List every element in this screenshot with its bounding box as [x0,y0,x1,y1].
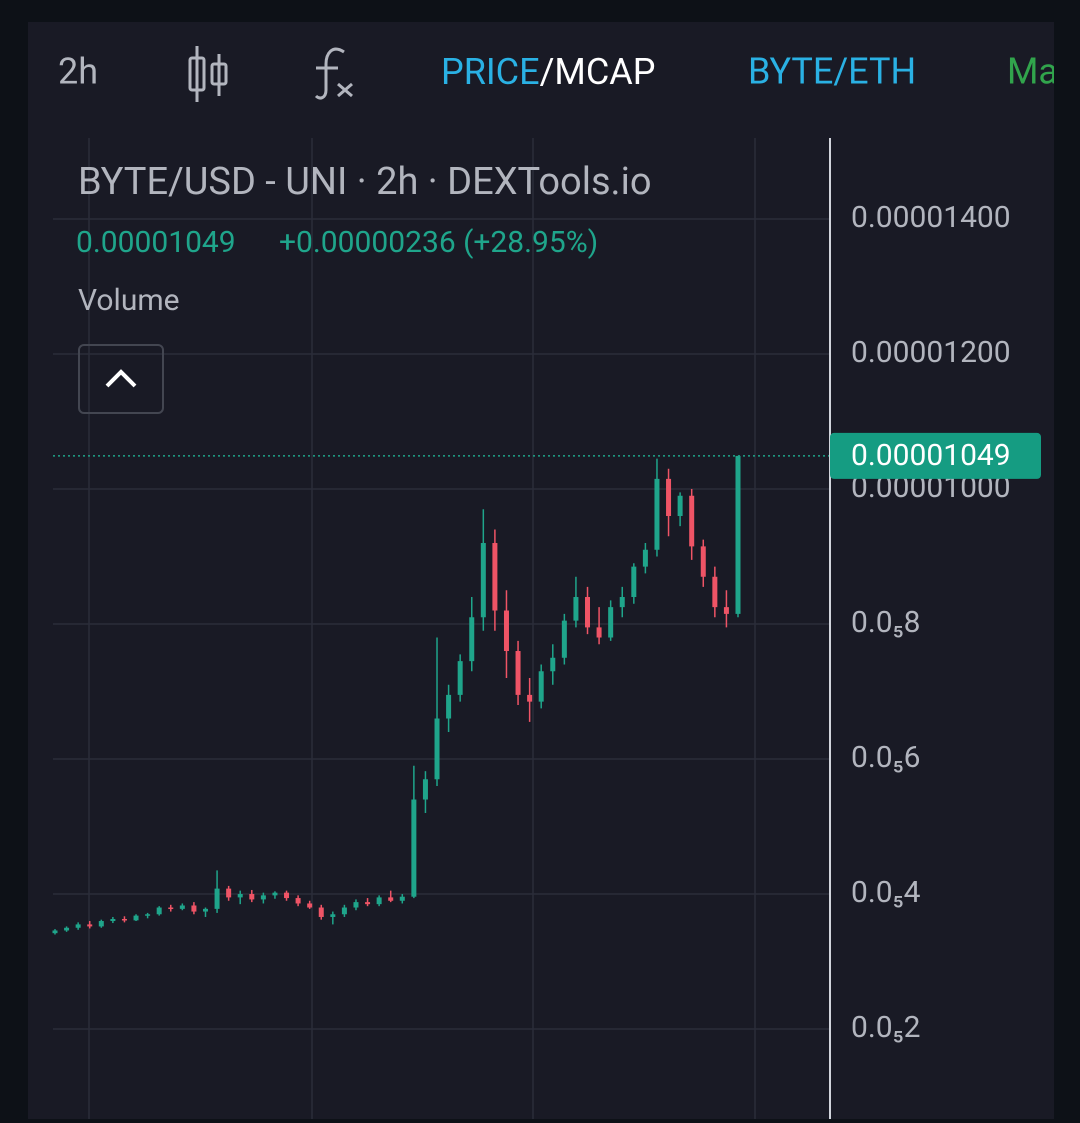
y-tick-label: 0.0₅2 [851,1010,921,1045]
last-price-tag [830,432,1041,479]
panel [28,22,1054,1119]
interval-button[interactable]: 2h [58,51,98,93]
pair-tab[interactable]: BYTE/ETH [748,51,916,93]
candle-body [133,915,139,921]
candle-body [689,495,695,547]
indicators-icon[interactable] [314,47,353,100]
candle-body [411,799,417,897]
candle-body [677,495,683,517]
candle-body [596,627,602,638]
y-tick-label: 0.0₅4 [851,875,921,910]
candle-body [399,896,405,901]
candle-body [422,779,428,800]
candle-body [318,907,324,917]
candle-body [52,930,58,934]
legend-title: BYTE/USD - UNI · 2h · DEXTools.io [78,160,652,204]
y-tick-label: 0.00001400 [851,200,1011,235]
candle-body [64,927,70,931]
candle-body [214,888,220,909]
y-tick-label: 0.00001200 [851,335,1011,370]
candle-body [260,895,266,900]
candle-body [503,610,509,652]
candle-body [723,607,729,614]
grid [53,218,830,1030]
candle-body [191,905,197,912]
price-axis: 0.000014000.000012000.000010000.0₅80.0₅6… [830,200,1041,1045]
candle-body [156,907,162,915]
mcap-tab[interactable]: /MCAP [540,51,656,93]
candle-body [527,694,533,702]
more-tab[interactable]: Ma [1007,51,1058,93]
price-mcap-tab[interactable]: PRICE/MCAP [441,51,656,93]
y-tick-label: 0.0₅8 [851,605,921,640]
candle-body [457,661,463,695]
candle-body [561,620,567,658]
candle-body [388,897,394,901]
chart-type-icon[interactable] [188,46,228,102]
candle-body [642,549,648,567]
candle-body [666,478,672,517]
candle-body [735,455,741,614]
candle-body [480,543,486,618]
candle-body [284,892,290,899]
candle-body [376,897,382,905]
candle-body [700,546,706,577]
candle-body [226,888,232,898]
time-grid [88,138,756,1119]
candle-body [98,921,104,927]
candle-body [87,924,93,927]
candle-body [168,907,174,910]
candle-body [654,478,660,550]
candle-body [631,566,637,598]
candle-body [434,718,440,780]
candle-body [75,924,81,928]
candle-body [608,607,614,638]
candle-body [202,908,208,912]
candle-body [295,898,301,904]
candles [52,455,830,935]
candle-body [585,597,591,628]
candle-body [121,918,127,921]
candle-body [249,894,255,900]
candle-body [365,902,371,905]
candle-body [145,914,151,916]
candle-body [110,918,116,922]
candle-body [619,597,625,608]
candle-body [353,902,359,908]
candle-body [330,914,336,917]
y-tick-label: 0.0₅6 [851,740,921,775]
candle-body [307,903,313,908]
candle-body [446,694,452,719]
candle-body [492,543,498,611]
candle-body [515,651,521,695]
candle-body [550,657,556,672]
candle-body [341,907,347,915]
candle-body [573,597,579,621]
candle-body [469,617,475,662]
legend-price: 0.00001049 [76,225,236,260]
last-price-label: 0.00001049 [851,438,1011,473]
candle-body [272,892,278,896]
candle-body [179,905,185,909]
volume-label: Volume [78,283,180,318]
price-tab[interactable]: PRICE [441,51,540,93]
legend-change: +0.00000236 (+28.95%) [279,225,598,260]
collapse-button[interactable] [78,344,164,414]
candle-body [237,894,243,898]
candle-body [712,576,718,608]
candle-body [538,671,544,702]
clip-edge [1054,22,1080,142]
